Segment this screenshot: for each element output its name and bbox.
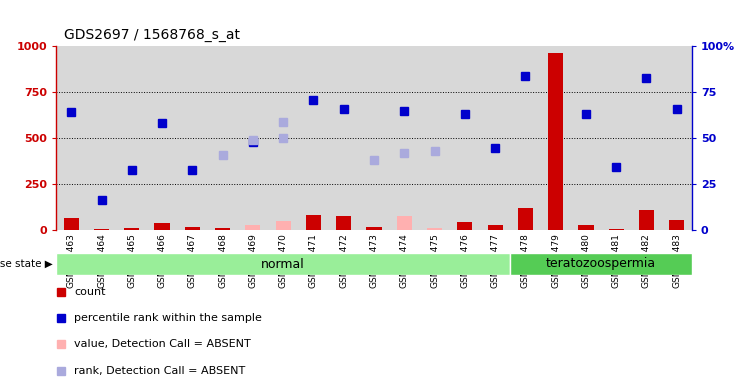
Bar — [367, 227, 381, 230]
Bar — [571, 46, 601, 230]
Text: count: count — [74, 286, 105, 296]
Bar — [86, 46, 117, 230]
Text: normal: normal — [261, 258, 305, 270]
Text: teratozoospermia: teratozoospermia — [546, 258, 656, 270]
Bar — [518, 208, 533, 230]
Bar — [548, 53, 563, 230]
Bar — [427, 228, 442, 230]
Bar — [177, 46, 207, 230]
Bar — [669, 220, 684, 230]
Bar — [275, 228, 291, 230]
Bar — [155, 223, 170, 230]
Bar — [268, 46, 298, 230]
Bar — [275, 221, 291, 230]
Bar — [64, 218, 79, 230]
Bar — [609, 228, 624, 230]
Bar — [306, 215, 321, 230]
Text: disease state ▶: disease state ▶ — [0, 259, 52, 269]
Bar — [541, 46, 571, 230]
Bar — [420, 46, 450, 230]
Bar — [328, 46, 359, 230]
Bar — [215, 228, 230, 230]
Bar — [298, 46, 328, 230]
Bar — [56, 253, 510, 275]
Text: percentile rank within the sample: percentile rank within the sample — [74, 313, 262, 323]
Bar — [457, 222, 473, 230]
Bar — [427, 228, 442, 230]
Bar — [56, 46, 86, 230]
Bar — [510, 46, 541, 230]
Bar — [359, 46, 389, 230]
Bar — [396, 216, 412, 230]
Bar — [245, 225, 260, 230]
Bar — [480, 46, 510, 230]
Bar — [117, 46, 147, 230]
Text: rank, Detection Call = ABSENT: rank, Detection Call = ABSENT — [74, 366, 245, 376]
Bar — [185, 227, 200, 230]
Text: GDS2697 / 1568768_s_at: GDS2697 / 1568768_s_at — [64, 28, 239, 42]
Bar — [389, 46, 420, 230]
Bar — [450, 46, 480, 230]
Bar — [488, 225, 503, 230]
Bar — [207, 46, 238, 230]
Bar — [578, 225, 593, 230]
Text: value, Detection Call = ABSENT: value, Detection Call = ABSENT — [74, 339, 251, 349]
Bar — [245, 227, 260, 230]
Bar — [662, 46, 692, 230]
Bar — [631, 46, 662, 230]
Bar — [336, 216, 352, 230]
Bar — [601, 46, 631, 230]
Bar — [639, 210, 654, 230]
Bar — [510, 253, 692, 275]
Bar — [147, 46, 177, 230]
Bar — [124, 228, 139, 230]
Bar — [238, 46, 268, 230]
Bar — [94, 228, 109, 230]
Bar — [396, 227, 412, 230]
